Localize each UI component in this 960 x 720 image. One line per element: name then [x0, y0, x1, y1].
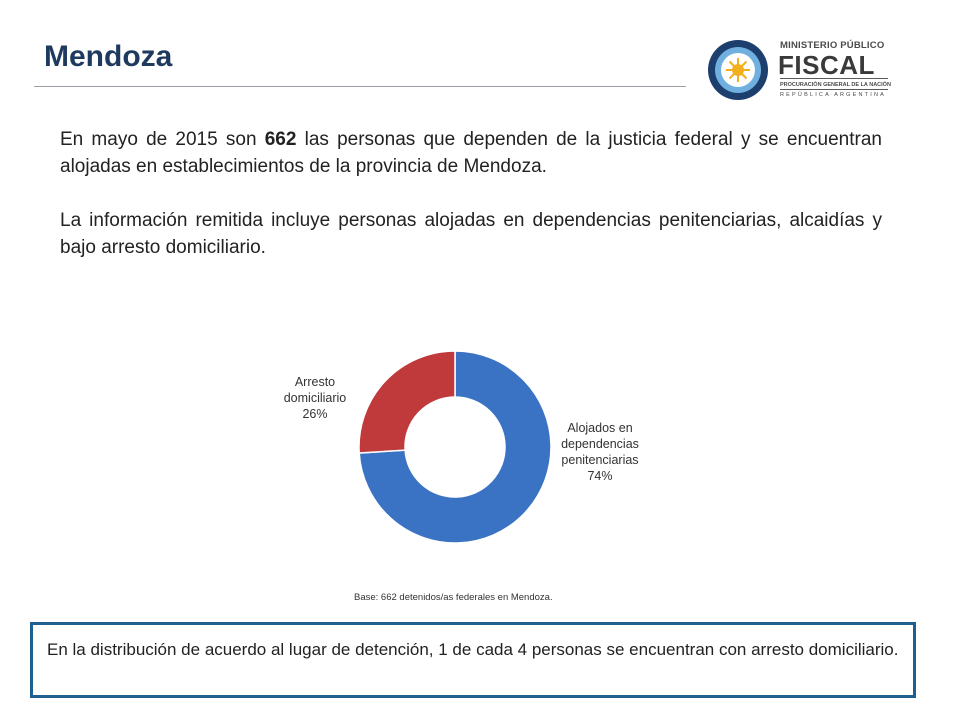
chart-footnote: Base: 662 detenidos/as federales en Mend…	[354, 592, 553, 603]
intro-text-end: las personas que dependen de la justicia…	[60, 129, 882, 177]
label-alojados-line3: penitenciarias	[561, 453, 639, 467]
label-arresto-pct: 26%	[302, 407, 328, 421]
label-alojados-pct: 74%	[587, 469, 613, 483]
label-arresto-line1: Arresto	[294, 375, 336, 389]
fiscal-logo: MINISTERIO PÚBLICO FISCAL PROCURACIÓN GE…	[706, 38, 896, 102]
intro-paragraph: En mayo de 2015 son 662 las personas que…	[60, 126, 882, 180]
label-alojados-line1: Alojados en	[567, 421, 633, 435]
label-arresto-line2: domiciliario	[283, 391, 347, 405]
logo-ministerio-text: MINISTERIO PÚBLICO	[780, 40, 885, 51]
label-alojados: Alojados en dependencias penitenciarias …	[540, 420, 660, 484]
sun-emblem-icon	[708, 40, 768, 100]
donut-slice-0	[358, 350, 552, 544]
donut-slice-1	[358, 350, 456, 454]
logo-rule	[780, 78, 888, 79]
logo-fiscal-text: FISCAL	[778, 50, 875, 80]
logo-republica-text: REPÚBLICA ARGENTINA	[780, 92, 886, 98]
donut-chart	[358, 350, 552, 544]
label-alojados-line2: dependencias	[561, 437, 639, 451]
label-arresto: Arresto domiciliario 26%	[270, 374, 360, 422]
summary-box: En la distribución de acuerdo al lugar d…	[30, 622, 916, 698]
logo-procuracion-text: PROCURACIÓN GENERAL DE LA NACIÓN	[780, 82, 891, 88]
intro-count: 662	[264, 129, 297, 150]
page-title: Mendoza	[44, 40, 173, 73]
info-paragraph: La información remitida incluye personas…	[60, 210, 882, 258]
intro-text-start: En mayo de 2015 son	[60, 129, 265, 150]
title-divider	[34, 86, 686, 87]
logo-rule	[780, 89, 888, 90]
